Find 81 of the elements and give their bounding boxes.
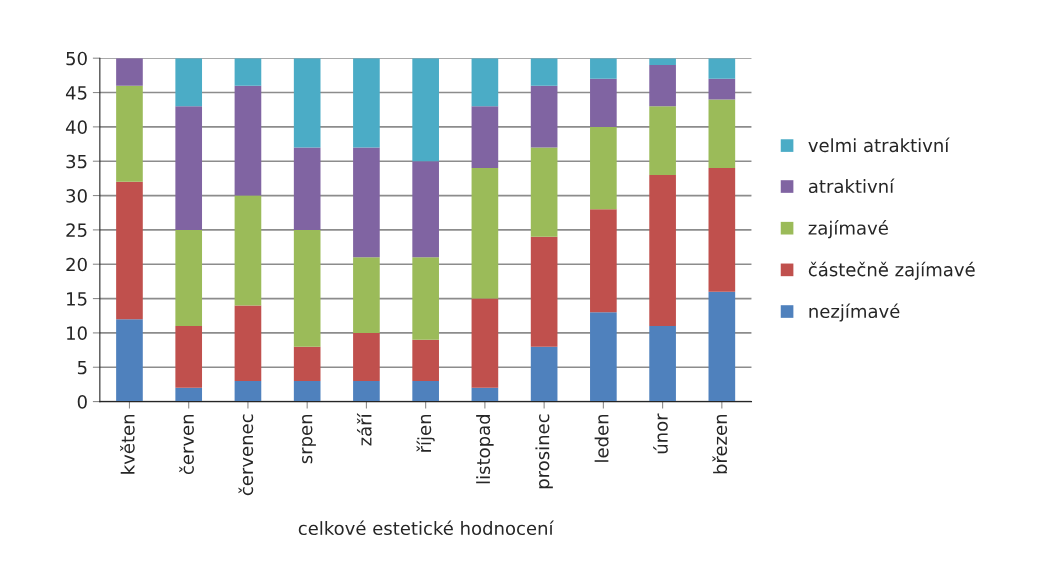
- bar: [175, 326, 203, 388]
- y-tick-label: 40: [65, 120, 87, 134]
- bar: [116, 58, 143, 86]
- bar: [471, 298, 499, 388]
- bar: [116, 181, 143, 320]
- x-tick-label: září: [356, 412, 372, 446]
- bar: [116, 319, 143, 402]
- bar: [412, 58, 439, 162]
- bar: [234, 195, 262, 306]
- bar: [293, 346, 321, 381]
- bar: [412, 257, 439, 340]
- legend-label: nezjímavé: [809, 303, 900, 322]
- bar: [353, 332, 380, 381]
- bar: [590, 58, 617, 79]
- bar: [234, 380, 262, 402]
- y-tick-label: 30: [66, 189, 87, 203]
- bar: [708, 58, 736, 79]
- bar: [353, 58, 380, 148]
- legend-label: atraktivní: [808, 178, 895, 194]
- y-tick-label: 45: [65, 86, 87, 100]
- bar: [708, 99, 736, 169]
- bar: [471, 106, 499, 169]
- bar: [412, 339, 439, 381]
- bar: [708, 291, 736, 402]
- bar: [293, 58, 321, 148]
- x-tick-label: říjen: [416, 414, 435, 452]
- bar: [590, 312, 617, 402]
- bar: [293, 380, 321, 402]
- legend-label: velmi atraktivní: [808, 137, 950, 153]
- y-tick-label: 25: [66, 223, 87, 238]
- bar: [234, 305, 262, 381]
- y-tick-label: 50: [66, 51, 87, 66]
- x-tick-label: červen: [179, 414, 194, 475]
- bar: [353, 257, 380, 333]
- bar: [175, 387, 203, 402]
- bar: [293, 147, 321, 230]
- bar: [293, 229, 321, 347]
- bar: [353, 147, 380, 258]
- y-tick-label: 15: [67, 292, 87, 306]
- y-tick-label: 0: [77, 395, 87, 409]
- x-axis-title: celkové estetické hodnocení: [298, 520, 554, 536]
- bar: [649, 326, 676, 402]
- bar: [530, 147, 558, 237]
- legend-label: zajímavé: [808, 220, 888, 239]
- y-tick-label: 20: [66, 257, 87, 272]
- bar: [590, 126, 617, 210]
- y-tick-label: 10: [67, 326, 87, 341]
- bar: [175, 229, 203, 327]
- bar: [530, 236, 558, 347]
- bar: [708, 168, 736, 292]
- bar: [530, 346, 558, 402]
- bar: [234, 85, 262, 196]
- x-tick-label: březen: [712, 414, 728, 474]
- bar: [175, 106, 203, 230]
- bar: [412, 380, 439, 402]
- bar: [530, 85, 558, 148]
- bar: [116, 85, 143, 182]
- x-tick-label: květen: [120, 414, 135, 474]
- x-tick-label: prosinec: [535, 414, 553, 489]
- bar: [708, 78, 736, 100]
- x-tick-label: listopad: [476, 415, 494, 484]
- x-tick-label: červenec: [238, 414, 254, 496]
- bar: [530, 58, 558, 86]
- x-tick-label: leden: [594, 414, 609, 462]
- x-tick-label: únor: [653, 413, 668, 454]
- legend-label: částečně zajímavé: [808, 261, 975, 280]
- bar: [649, 174, 676, 327]
- bar: [471, 387, 499, 402]
- bar: [590, 78, 617, 127]
- bar: [412, 161, 439, 258]
- bar: [590, 209, 617, 313]
- y-tick-label: 5: [77, 360, 87, 375]
- bar: [353, 380, 380, 402]
- bar: [471, 168, 499, 299]
- x-tick-label: srpen: [302, 414, 316, 464]
- bar: [234, 58, 262, 86]
- y-tick-label: 35: [66, 154, 87, 169]
- bar: [649, 106, 676, 175]
- bar: [471, 58, 499, 107]
- bar: [175, 58, 203, 107]
- bar: [649, 65, 676, 107]
